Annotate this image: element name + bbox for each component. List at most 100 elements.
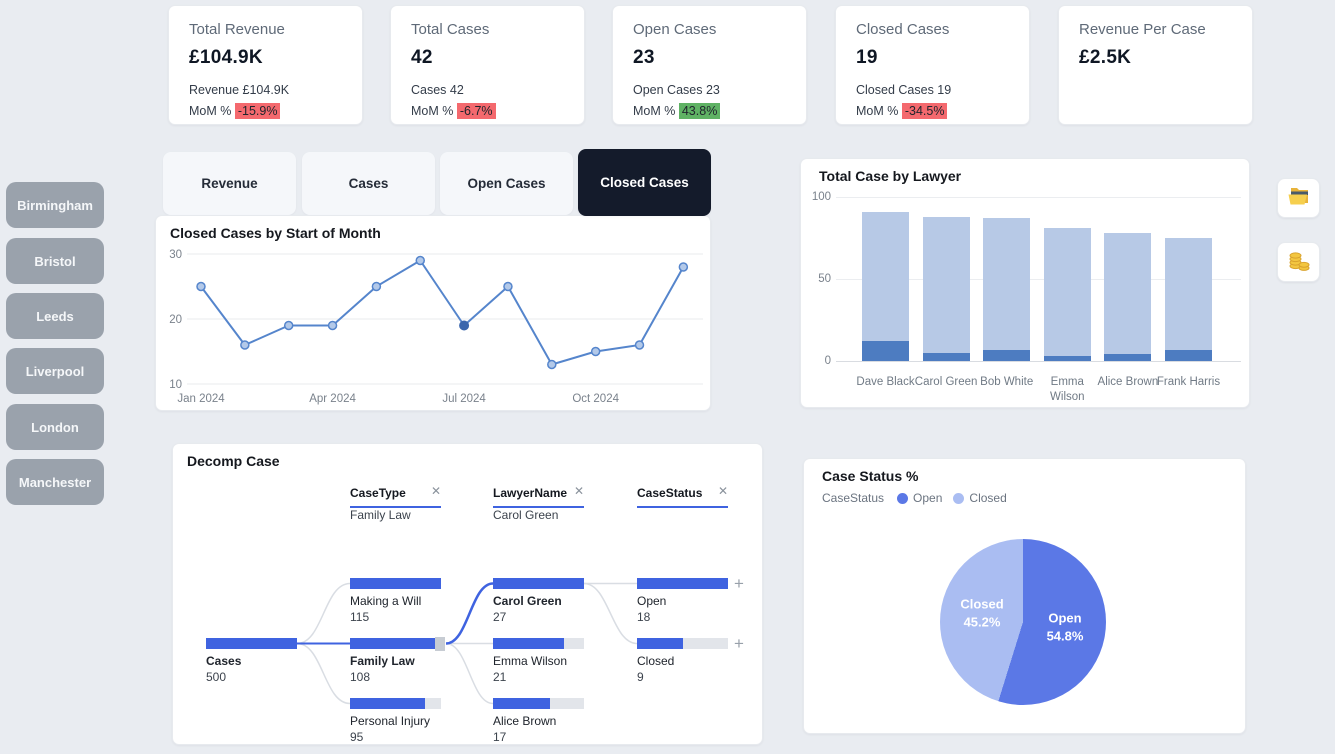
decomp-node-carol-green[interactable]: Carol Green 27 bbox=[493, 578, 605, 624]
kpi-value: £2.5K bbox=[1079, 47, 1132, 68]
decomp-node-closed[interactable]: Closed 9 bbox=[637, 638, 749, 684]
node-label: Alice Brown bbox=[493, 714, 557, 728]
total-case-by-lawyer-chart[interactable]: 100 50 0 Dave Black Carol Green Bob White Emma… bbox=[801, 159, 1251, 409]
svg-text:30: 30 bbox=[169, 249, 182, 261]
kpi-mom-badge: 43.8% bbox=[678, 103, 721, 119]
expand-node-icon[interactable]: + bbox=[734, 574, 744, 593]
remove-level-icon[interactable]: ✕ bbox=[573, 484, 584, 498]
decomp-level-casestatus: CaseStatus ✕ bbox=[637, 484, 728, 508]
bar-category-label: Carol Green bbox=[914, 376, 978, 388]
line-chart-panel: Closed Cases by Start of Month 10 20 30 Jan… bbox=[155, 215, 711, 411]
decomp-node-cases[interactable]: Cases 500 bbox=[206, 638, 318, 684]
kpi-mom-badge: -34.5% bbox=[901, 103, 948, 119]
svg-text:Jan 2024: Jan 2024 bbox=[177, 393, 225, 405]
slicer-button-manchester[interactable]: Manchester bbox=[6, 459, 104, 505]
bar-total-alice-brown[interactable] bbox=[1104, 233, 1152, 361]
bar-highlight-dave-black[interactable] bbox=[862, 341, 909, 361]
level-selected-value: Carol Green bbox=[493, 508, 559, 522]
case-status-pie[interactable] bbox=[940, 539, 1106, 705]
level-field-label: CaseStatus bbox=[637, 486, 703, 500]
decomp-node-alice-brown[interactable]: Alice Brown 17 bbox=[493, 698, 605, 744]
bar-highlight-carol-green[interactable] bbox=[922, 352, 970, 361]
node-value: 95 bbox=[350, 730, 364, 744]
node-value: 108 bbox=[350, 670, 371, 684]
decomp-node-emma-wilson[interactable]: Emma Wilson 21 bbox=[493, 638, 605, 684]
bar-chart-panel: Total Case by Lawyer 100 50 0 Dave Black Car… bbox=[800, 158, 1250, 408]
bar-category-label: Dave Black bbox=[856, 376, 915, 388]
node-label: Making a Will bbox=[350, 594, 422, 608]
pie-chart-title: Case Status % bbox=[822, 468, 919, 484]
kpi-title: Revenue Per Case bbox=[1079, 21, 1206, 38]
slicer-button-liverpool[interactable]: Liverpool bbox=[6, 348, 104, 394]
kpi-value: 23 bbox=[633, 47, 655, 68]
decomp-level-lawyername: LawyerName ✕ bbox=[493, 484, 584, 508]
legend-field-label: CaseStatus bbox=[822, 491, 885, 505]
slicer-button-leeds[interactable]: Leeds bbox=[6, 293, 104, 339]
bar-highlight-frank-harris[interactable] bbox=[1165, 349, 1212, 361]
decomp-title: Decomp Case bbox=[187, 453, 280, 469]
node-value: 500 bbox=[206, 670, 227, 684]
tab-revenue[interactable]: Revenue bbox=[163, 152, 296, 215]
kpi-mom-label: MoM % bbox=[856, 104, 899, 118]
bar-total-dave-black[interactable] bbox=[862, 211, 909, 361]
slicer-button-london[interactable]: London bbox=[6, 404, 104, 450]
level-selected-value: Family Law bbox=[350, 508, 411, 522]
kpi-value: 42 bbox=[411, 47, 433, 68]
node-drag-handle[interactable] bbox=[435, 637, 445, 651]
bar-highlight-alice-brown[interactable] bbox=[1104, 354, 1152, 361]
kpi-detail: Closed Cases 19 bbox=[856, 83, 952, 97]
bar-total-carol-green[interactable] bbox=[922, 216, 970, 361]
bar-total-emma-wilson[interactable] bbox=[1043, 228, 1091, 361]
kpi-card-revenue-per-case: Revenue Per Case £2.5K bbox=[1058, 5, 1253, 125]
bar-highlight-emma-wilson[interactable] bbox=[1043, 356, 1091, 361]
node-value: 27 bbox=[493, 610, 507, 624]
node-label: Closed bbox=[637, 654, 675, 668]
node-value: 9 bbox=[637, 670, 644, 684]
bar-category-label: Alice Brown bbox=[1097, 376, 1159, 388]
svg-text:Apr 2024: Apr 2024 bbox=[309, 393, 356, 405]
tab-cases[interactable]: Cases bbox=[302, 152, 435, 215]
svg-text:Oct 2024: Oct 2024 bbox=[572, 393, 619, 405]
pie-chart-panel: Case Status % CaseStatus Open Closed Ope… bbox=[803, 458, 1246, 734]
pie-slice-label-open: Open 54.8% bbox=[1046, 610, 1084, 643]
slicer-button-bristol[interactable]: Bristol bbox=[6, 238, 104, 284]
svg-text:Jul 2024: Jul 2024 bbox=[442, 393, 486, 405]
tab-open-cases[interactable]: Open Cases bbox=[440, 152, 573, 215]
kpi-detail: Cases 42 bbox=[411, 83, 464, 97]
line-chart-title: Closed Cases by Start of Month bbox=[170, 225, 381, 241]
closed-cases-line-chart[interactable]: 10 20 30 Jan 2024 Apr 2024 Jul 2024 Oct 2024 bbox=[156, 216, 712, 412]
decomp-connectors bbox=[296, 582, 638, 705]
bar-highlight-bob-white[interactable] bbox=[983, 349, 1031, 361]
slicer-button-birmingham[interactable]: Birmingham bbox=[6, 182, 104, 228]
decomp-node-making-a-will[interactable]: Making a Will 115 bbox=[350, 578, 462, 624]
remove-level-icon[interactable]: ✕ bbox=[430, 484, 441, 498]
coins-icon bbox=[1286, 248, 1312, 277]
kpi-detail: Open Cases 23 bbox=[633, 83, 720, 97]
open-folder-button[interactable] bbox=[1277, 178, 1320, 218]
node-value: 17 bbox=[493, 730, 507, 744]
bar-total-bob-white[interactable] bbox=[983, 218, 1031, 361]
bar-total-frank-harris[interactable] bbox=[1165, 238, 1212, 361]
node-label: Personal Injury bbox=[350, 714, 431, 728]
decomp-node-family-law[interactable]: Family Law 108 bbox=[350, 637, 462, 684]
open-folder-icon bbox=[1286, 185, 1312, 212]
kpi-card-closed-cases: Closed Cases 19 Closed Cases 19 MoM % -3… bbox=[835, 5, 1030, 125]
bar-category-label: Frank Harris bbox=[1156, 376, 1221, 388]
decomp-node-personal-injury[interactable]: Personal Injury 95 bbox=[350, 698, 462, 744]
kpi-mom-badge: -6.7% bbox=[456, 103, 496, 119]
legend-label-closed[interactable]: Closed bbox=[969, 491, 1007, 505]
kpi-title: Open Cases bbox=[633, 21, 717, 38]
decomp-tree-panel: Decomp Case CaseType ✕ Family Law Lawyer… bbox=[172, 443, 763, 745]
legend-dot-closed bbox=[953, 492, 965, 504]
svg-text:10: 10 bbox=[169, 379, 182, 391]
node-label: Emma Wilson bbox=[493, 654, 568, 668]
legend-label-open[interactable]: Open bbox=[913, 491, 943, 505]
node-value: 18 bbox=[637, 610, 651, 624]
coins-button[interactable] bbox=[1277, 242, 1320, 282]
expand-node-icon[interactable]: + bbox=[734, 634, 744, 653]
decomp-node-open[interactable]: Open 18 bbox=[637, 578, 749, 624]
node-value: 21 bbox=[493, 670, 507, 684]
tab-closed-cases[interactable]: Closed Cases bbox=[578, 149, 711, 216]
remove-level-icon[interactable]: ✕ bbox=[717, 484, 728, 498]
